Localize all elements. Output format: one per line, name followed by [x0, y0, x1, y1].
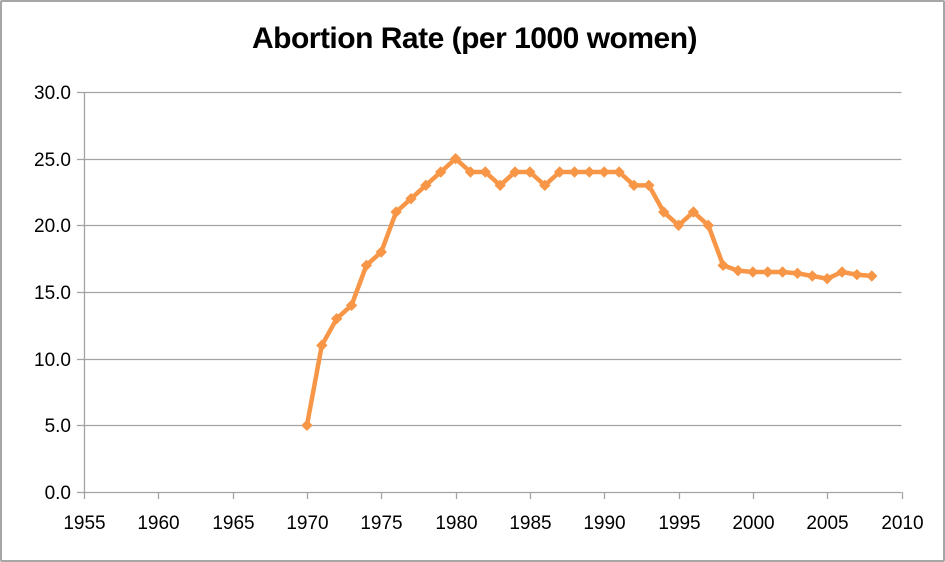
data-point-marker	[360, 259, 373, 272]
data-point-marker	[643, 179, 655, 192]
data-point-marker	[539, 179, 551, 192]
y-tick-label: 30.0	[34, 83, 71, 104]
x-tick-label: 1990	[583, 513, 625, 534]
data-point-marker	[866, 270, 878, 282]
x-tick-label: 2010	[881, 513, 923, 534]
data-point-marker	[524, 166, 536, 178]
data-point-marker	[494, 179, 506, 192]
y-tick-label: 10.0	[34, 350, 71, 371]
data-point-marker	[717, 259, 729, 272]
data-point-marker	[851, 268, 863, 281]
data-point-marker	[776, 266, 789, 278]
data-point-marker	[762, 266, 774, 278]
data-point-marker	[747, 266, 759, 278]
data-point-marker	[375, 246, 387, 258]
x-tick-label: 1985	[509, 513, 551, 534]
data-point-marker	[420, 179, 432, 192]
data-point-marker	[345, 299, 358, 312]
y-tick-label: 20.0	[34, 216, 71, 237]
data-point-marker	[405, 192, 417, 205]
y-tick-label: 15.0	[34, 283, 71, 304]
y-tick-label: 25.0	[34, 150, 71, 171]
x-tick-label: 2005	[806, 513, 848, 534]
data-point-marker	[657, 206, 670, 218]
data-point-marker	[687, 206, 700, 218]
data-point-marker	[806, 270, 819, 282]
data-point-marker	[598, 166, 610, 178]
data-point-marker	[568, 166, 581, 178]
data-point-marker	[390, 206, 402, 218]
data-point-marker	[836, 266, 848, 278]
data-point-marker	[301, 419, 313, 432]
x-tick-label: 1970	[286, 513, 328, 534]
data-point-marker	[330, 312, 343, 325]
chart-title: Abortion Rate (per 1000 women)	[251, 22, 698, 55]
data-point-marker	[821, 272, 833, 285]
x-tick-label: 1995	[658, 513, 700, 534]
data-point-marker	[553, 166, 566, 178]
data-point-marker	[791, 267, 804, 280]
y-tick-label: 5.0	[45, 416, 71, 437]
x-tick-label: 1975	[360, 513, 402, 534]
data-point-marker	[464, 166, 477, 178]
data-point-marker	[613, 166, 625, 178]
y-tick-label: 0.0	[45, 483, 71, 504]
data-point-marker	[435, 166, 447, 178]
data-point-marker	[732, 264, 744, 277]
data-point-marker	[316, 339, 328, 352]
x-tick-label: 1960	[137, 513, 179, 534]
x-tick-label: 1955	[63, 513, 105, 534]
x-tick-label: 1980	[435, 513, 477, 534]
data-point-marker	[628, 179, 640, 192]
data-point-marker	[449, 152, 462, 165]
x-tick-label: 1965	[212, 513, 254, 534]
data-point-marker	[672, 219, 685, 232]
data-point-marker	[479, 166, 492, 178]
x-tick-label: 2000	[732, 513, 774, 534]
data-point-marker	[702, 219, 714, 232]
data-point-marker	[509, 166, 521, 178]
data-point-marker	[583, 166, 596, 178]
